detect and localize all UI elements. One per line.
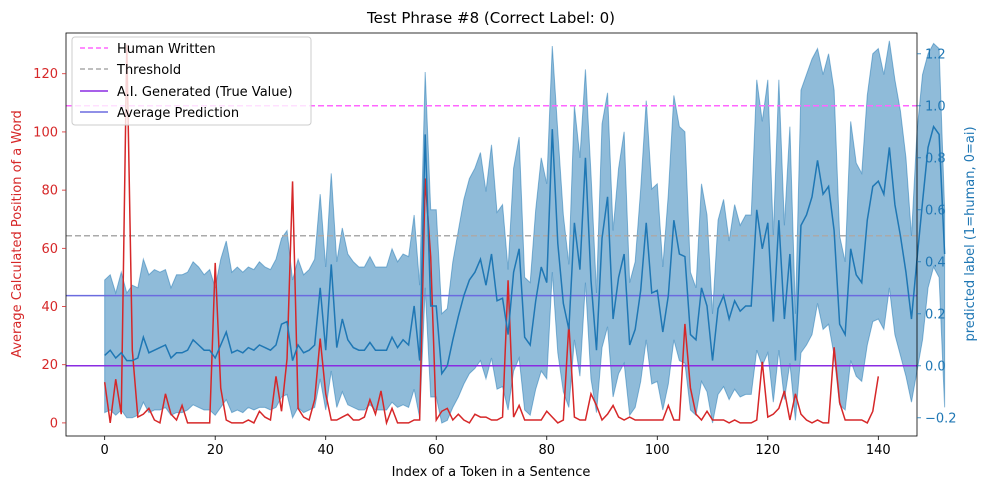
- y-left-tick-label: 120: [33, 67, 58, 82]
- y-right-tick-label: 0.4: [925, 255, 946, 270]
- y-right-tick-label: 1.0: [925, 99, 946, 114]
- plot-area: [66, 40, 946, 426]
- y-left-axis-ticks: 0 20 40 60 80 100 120: [33, 67, 66, 431]
- legend-box: [71, 36, 312, 126]
- y-right-axis-ticks: −0.2 0.0 0.2 0.4 0.6 0.8 1.0 1.2: [917, 47, 957, 426]
- x-axis-label: Index of a Token in a Sentence: [392, 465, 591, 480]
- x-axis-ticks: 0 20 40 60 80 100 120 140: [101, 436, 891, 458]
- chart-title: Test Phrase #8 (Correct Label: 0): [366, 9, 615, 27]
- y-right-tick-label: 0.6: [925, 203, 946, 218]
- x-tick-label: 140: [866, 443, 891, 458]
- legend: Human Written Threshold A.I. Generated (…: [71, 36, 312, 126]
- y-left-tick-label: 80: [41, 184, 58, 199]
- y-right-tick-label: −0.2: [925, 411, 957, 426]
- y-left-tick-label: 0: [50, 416, 58, 431]
- y-right-tick-label: 0.2: [925, 307, 946, 322]
- legend-label-human: Human Written: [117, 42, 216, 57]
- predicted-label-line: [104, 124, 946, 376]
- x-tick-label: 40: [317, 443, 334, 458]
- word-position-line: [103, 44, 880, 426]
- y-left-tick-label: 60: [41, 242, 58, 257]
- y-right-tick-label: 1.2: [925, 47, 946, 62]
- y-right-tick-label: 0.8: [925, 151, 946, 166]
- x-tick-label: 120: [755, 443, 780, 458]
- y-left-axis-label: Average Calculated Position of a Word: [10, 110, 25, 358]
- x-tick-label: 80: [538, 443, 555, 458]
- y-right-axis-label: predicted label (1=human, 0=ai): [963, 126, 978, 341]
- x-tick-label: 20: [207, 443, 224, 458]
- y-left-tick-label: 100: [33, 125, 58, 140]
- legend-label-ai: A.I. Generated (True Value): [117, 85, 293, 100]
- axes-frame: [65, 32, 918, 437]
- legend-label-threshold: Threshold: [116, 63, 181, 78]
- x-tick-label: 100: [645, 443, 670, 458]
- y-left-tick-label: 40: [41, 300, 58, 315]
- x-tick-label: 60: [428, 443, 445, 458]
- x-tick-label: 0: [101, 443, 109, 458]
- legend-label-average: Average Prediction: [117, 106, 239, 121]
- y-left-tick-label: 20: [41, 358, 58, 373]
- prediction-confidence-band: [104, 40, 946, 424]
- y-right-tick-label: 0.0: [925, 359, 946, 374]
